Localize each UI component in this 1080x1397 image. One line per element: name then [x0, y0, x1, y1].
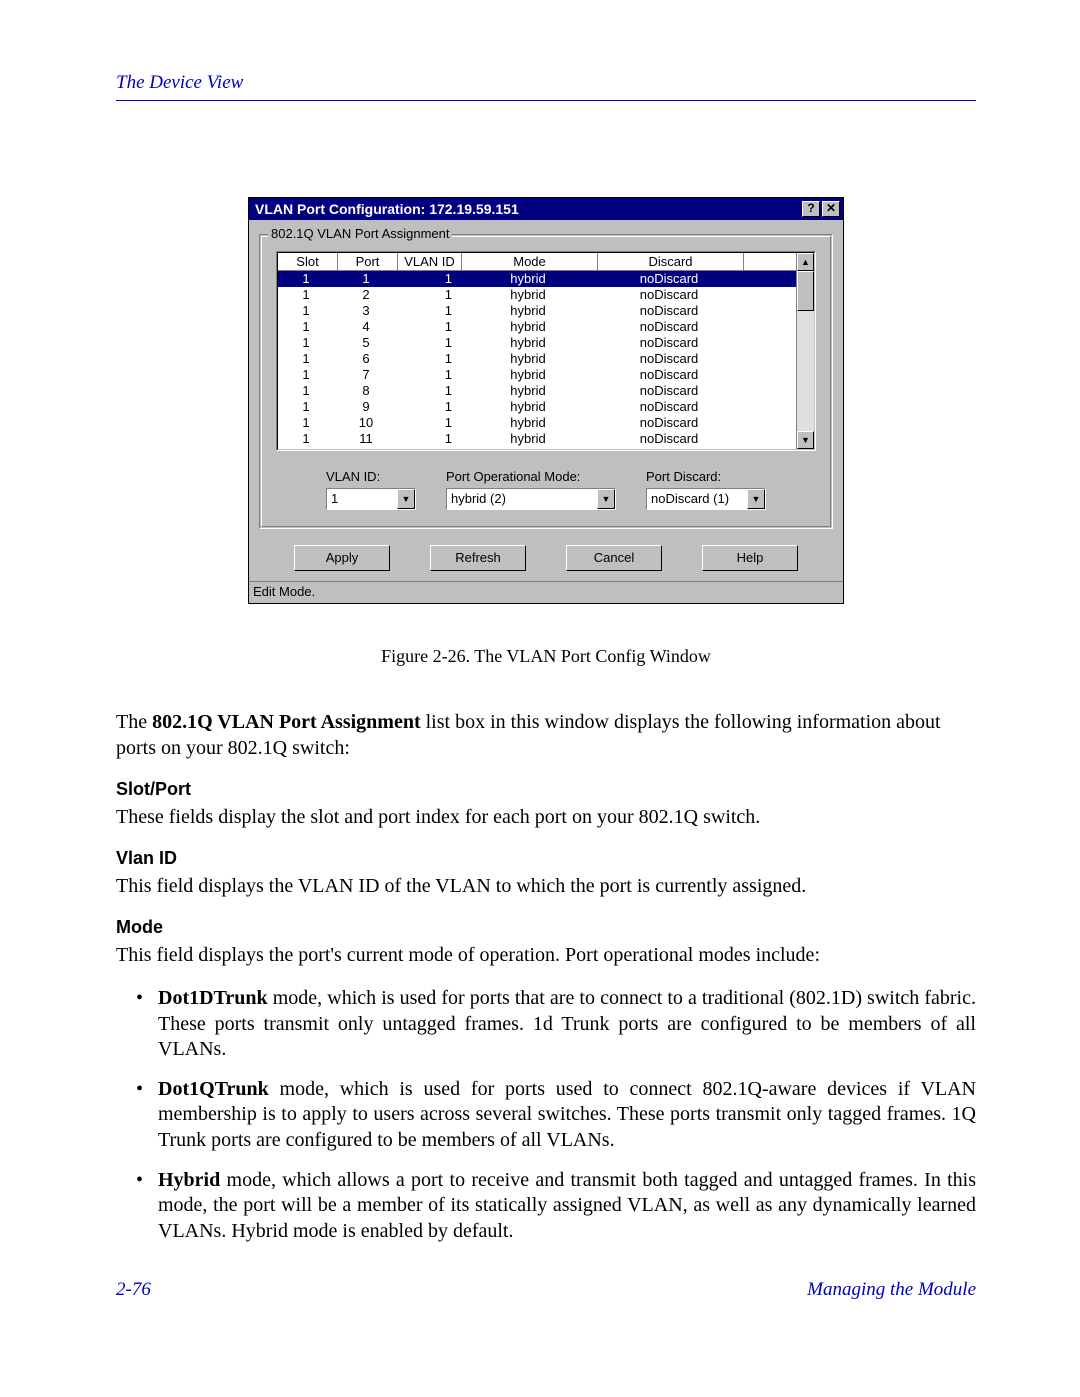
bullet-dot1d: Dot1DTrunk mode, which is used for ports… — [158, 986, 976, 1063]
chevron-down-icon[interactable]: ▼ — [747, 489, 765, 509]
table-row[interactable]: 191hybridnoDiscard — [278, 399, 796, 415]
apply-button[interactable]: Apply — [294, 545, 390, 571]
status-bar: Edit Mode. — [249, 581, 843, 603]
col-discard: Discard — [598, 253, 744, 271]
groupbox-legend: 802.1Q VLAN Port Assignment — [268, 226, 452, 241]
table-row[interactable]: 1121hybridnoDiscard — [278, 447, 796, 449]
table-row[interactable]: 181hybridnoDiscard — [278, 383, 796, 399]
table-row[interactable]: 141hybridnoDiscard — [278, 319, 796, 335]
mode-heading: Mode — [116, 917, 976, 938]
scroll-up-icon[interactable]: ▲ — [797, 253, 814, 271]
table-row[interactable]: 1111hybridnoDiscard — [278, 431, 796, 447]
table-row[interactable]: 151hybridnoDiscard — [278, 335, 796, 351]
bullet-dot1q: Dot1QTrunk mode, which is used for ports… — [158, 1077, 976, 1154]
table-row[interactable]: 161hybridnoDiscard — [278, 351, 796, 367]
mode-value: hybrid (2) — [447, 489, 597, 509]
slotport-heading: Slot/Port — [116, 779, 976, 800]
figure-caption: Figure 2-26. The VLAN Port Config Window — [116, 646, 976, 667]
page-number: 2-76 — [116, 1279, 151, 1301]
table-row[interactable]: 131hybridnoDiscard — [278, 303, 796, 319]
mode-label: Port Operational Mode: — [446, 469, 616, 484]
table-row[interactable]: 121hybridnoDiscard — [278, 287, 796, 303]
discard-label: Port Discard: — [646, 469, 766, 484]
vlanid-text: This field displays the VLAN ID of the V… — [116, 873, 976, 899]
scroll-down-icon[interactable]: ▼ — [797, 431, 814, 449]
chevron-down-icon[interactable]: ▼ — [397, 489, 415, 509]
window-title: VLAN Port Configuration: 172.19.59.151 — [255, 201, 519, 217]
scroll-thumb[interactable] — [797, 271, 814, 311]
col-mode: Mode — [462, 253, 598, 271]
col-slot: Slot — [278, 253, 338, 271]
intro-paragraph: The 802.1Q VLAN Port Assignment list box… — [116, 709, 976, 761]
cancel-button[interactable]: Cancel — [566, 545, 662, 571]
refresh-button[interactable]: Refresh — [430, 545, 526, 571]
table-row[interactable]: 1101hybridnoDiscard — [278, 415, 796, 431]
page-header: The Device View — [116, 72, 976, 101]
port-listbox[interactable]: Slot Port VLAN ID Mode Discard 111hybrid… — [278, 253, 796, 449]
vlan-id-value: 1 — [327, 489, 397, 509]
col-port: Port — [338, 253, 398, 271]
port-assignment-group: 802.1Q VLAN Port Assignment Slot Port VL… — [259, 234, 833, 529]
mode-text: This field displays the port's current m… — [116, 942, 976, 968]
section-title: Managing the Module — [807, 1279, 976, 1301]
table-row[interactable]: 111hybridnoDiscard — [278, 271, 796, 287]
listbox-header: Slot Port VLAN ID Mode Discard — [278, 253, 796, 271]
table-row[interactable]: 171hybridnoDiscard — [278, 367, 796, 383]
close-icon[interactable]: ✕ — [822, 201, 840, 217]
discard-combo[interactable]: noDiscard (1) ▼ — [646, 488, 766, 510]
bullet-hybrid: Hybrid mode, which allows a port to rece… — [158, 1168, 976, 1245]
col-vlanid: VLAN ID — [398, 253, 462, 271]
vlanid-heading: Vlan ID — [116, 848, 976, 869]
vlan-id-label: VLAN ID: — [326, 469, 416, 484]
discard-value: noDiscard (1) — [647, 489, 747, 509]
chevron-down-icon[interactable]: ▼ — [597, 489, 615, 509]
help-button[interactable]: Help — [702, 545, 798, 571]
vlan-config-dialog: VLAN Port Configuration: 172.19.59.151 ?… — [248, 197, 844, 604]
listbox-scrollbar[interactable]: ▲ ▼ — [796, 253, 814, 449]
slotport-text: These fields display the slot and port i… — [116, 804, 976, 830]
mode-combo[interactable]: hybrid (2) ▼ — [446, 488, 616, 510]
help-icon[interactable]: ? — [802, 201, 820, 217]
vlan-id-combo[interactable]: 1 ▼ — [326, 488, 416, 510]
titlebar[interactable]: VLAN Port Configuration: 172.19.59.151 ?… — [249, 198, 843, 220]
